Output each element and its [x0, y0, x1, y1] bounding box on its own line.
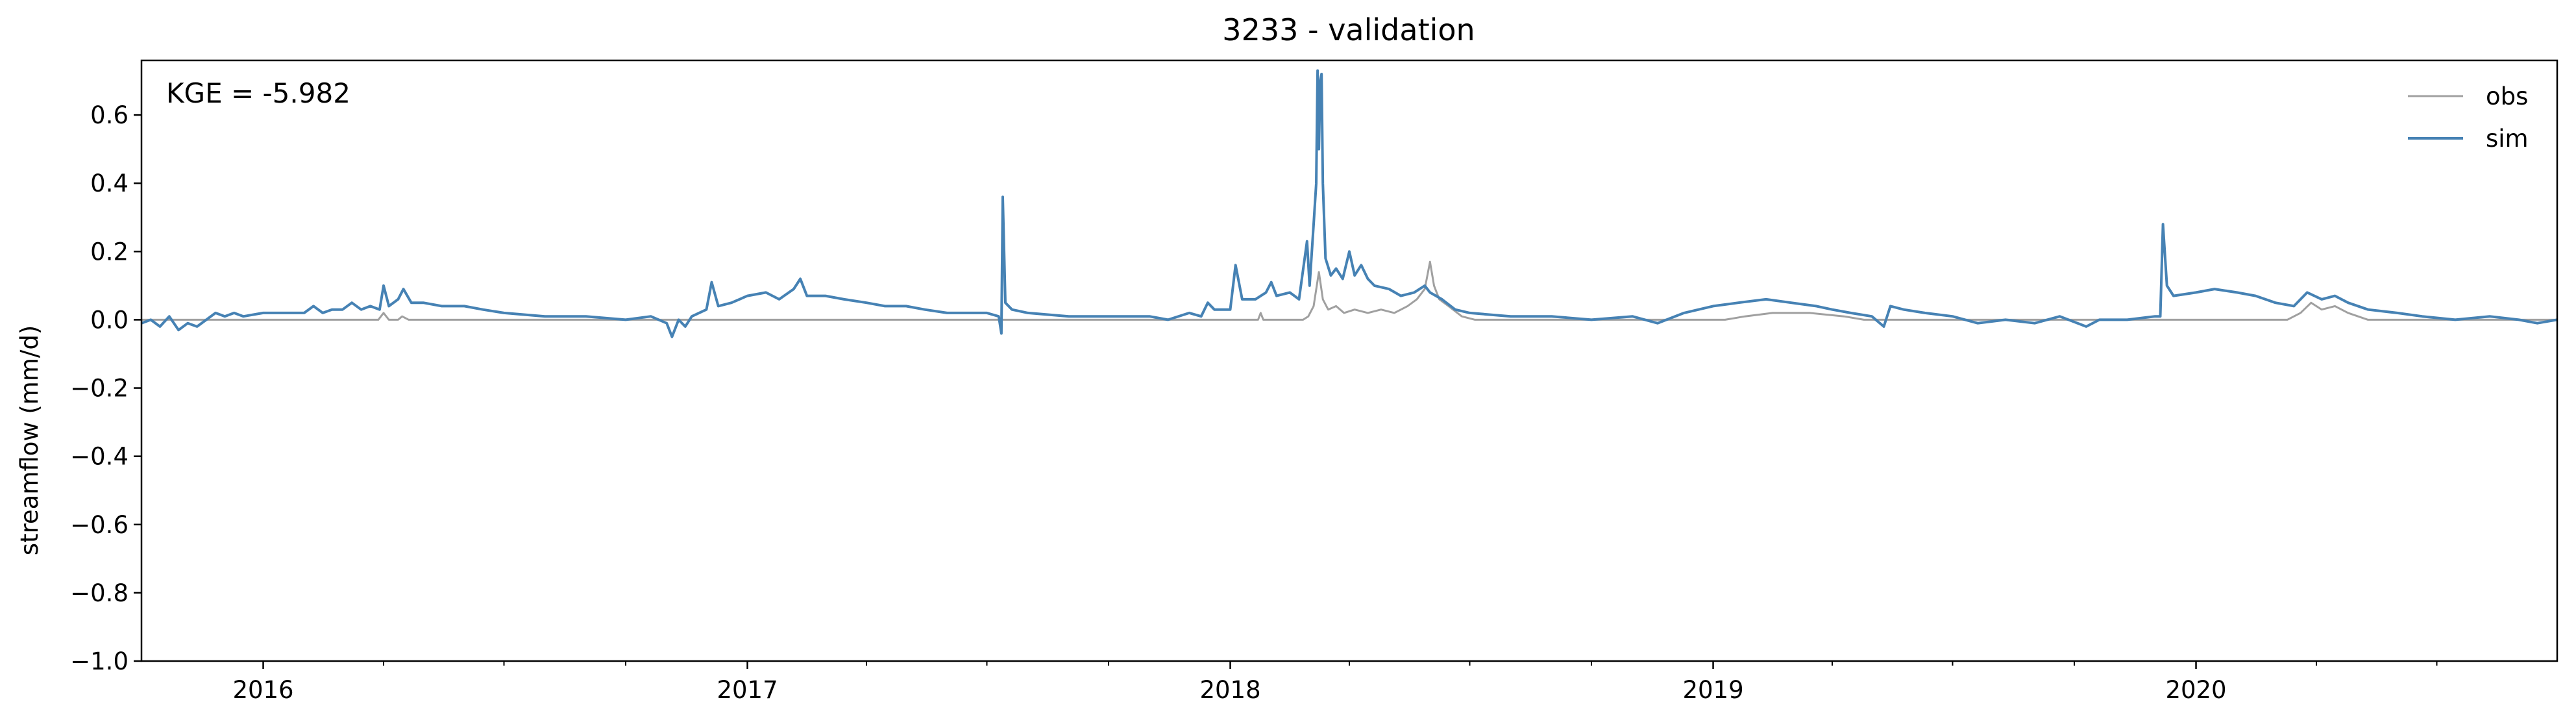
- y-tick-label: −0.8: [70, 579, 129, 607]
- x-tick-label: 2020: [2165, 676, 2226, 704]
- plot-frame: [140, 59, 2558, 662]
- y-tick-label: −0.4: [70, 443, 129, 471]
- plot-area: −1.0 −0.8 −0.6 −0.4 −0.2 0.0 0.2 0.4 0.6 2016 2017…: [70, 59, 2558, 704]
- series-line-sim: [141, 69, 2557, 338]
- y-axis-label: streamflow (mm/d): [16, 325, 43, 556]
- y-tick-label: −0.2: [70, 375, 129, 403]
- legend: obs sim: [2408, 82, 2529, 153]
- kge-annotation: KGE = -5.982: [166, 77, 350, 109]
- legend-label-obs: obs: [2486, 82, 2528, 110]
- x-tick-label: 2018: [1199, 676, 1260, 704]
- x-tick-label: 2017: [717, 676, 778, 704]
- x-tick-label: 2019: [1682, 676, 1743, 704]
- y-tick-label: −1.0: [70, 647, 129, 675]
- y-tick-label: 0.0: [90, 306, 129, 334]
- y-tick-label: −0.6: [70, 511, 129, 539]
- chart-title: 3233 - validation: [1222, 12, 1475, 47]
- legend-label-sim: sim: [2486, 125, 2529, 153]
- y-tick-label: 0.4: [90, 169, 129, 197]
- y-tick-label: 0.2: [90, 238, 129, 266]
- y-tick-label: 0.6: [90, 101, 129, 129]
- x-tick-label: 2016: [232, 676, 293, 704]
- series-line-obs: [141, 260, 2557, 321]
